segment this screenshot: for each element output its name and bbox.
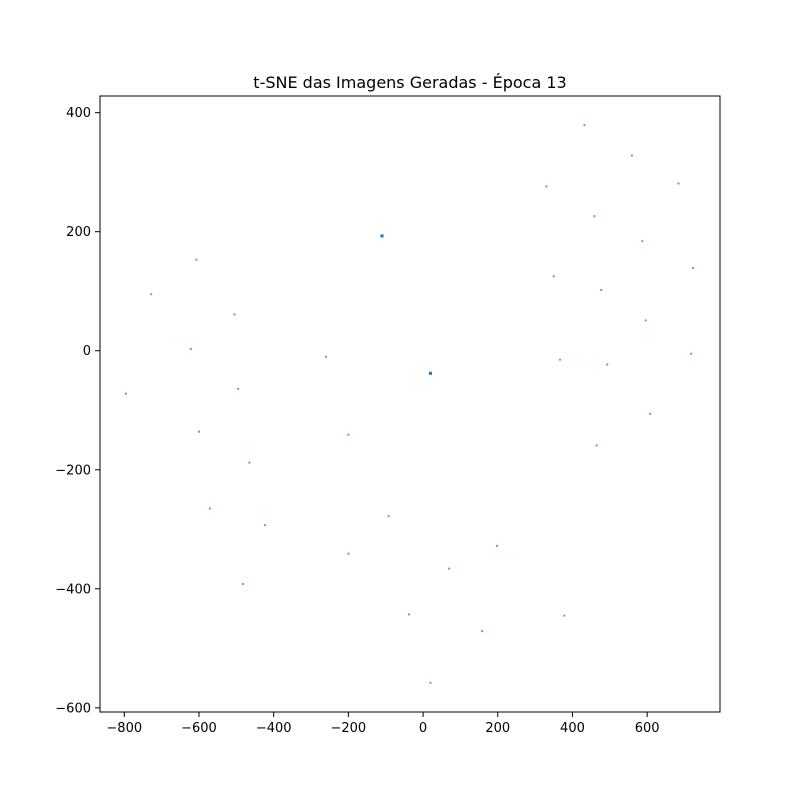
x-tick-label: 400 bbox=[560, 721, 585, 736]
scatter-point bbox=[641, 240, 644, 243]
scatter-point bbox=[429, 371, 432, 375]
x-tick-label: −800 bbox=[106, 721, 142, 736]
scatter-point bbox=[347, 552, 350, 555]
scatter-point bbox=[448, 567, 451, 570]
scatter-point bbox=[552, 275, 555, 278]
scatter-point bbox=[690, 352, 693, 355]
scatter-point bbox=[545, 185, 548, 188]
x-tick-label: −600 bbox=[181, 721, 217, 736]
scatter-point bbox=[593, 215, 596, 218]
y-tick-label: 200 bbox=[66, 225, 91, 240]
scatter-point bbox=[644, 319, 647, 322]
scatter-point bbox=[242, 583, 244, 585]
scatter-point bbox=[195, 258, 198, 261]
scatter-point bbox=[630, 154, 633, 157]
plot-area-frame bbox=[99, 95, 721, 713]
y-tick-label: −600 bbox=[55, 701, 91, 716]
scatter-point bbox=[237, 387, 240, 390]
scatter-point bbox=[124, 392, 127, 395]
x-tick-label: −200 bbox=[331, 721, 367, 736]
x-axis: −800 −600 −400 −200 0 200 400 600 bbox=[106, 712, 660, 736]
scatter-point bbox=[559, 358, 562, 361]
scatter-point bbox=[692, 267, 695, 269]
scatter-point bbox=[649, 412, 652, 415]
y-tick-label: −400 bbox=[55, 582, 91, 597]
x-tick-label: 600 bbox=[635, 721, 660, 736]
scatter-point bbox=[407, 613, 410, 616]
y-tick-label: 0 bbox=[83, 344, 91, 359]
scatter-point bbox=[583, 124, 586, 127]
scatter-point bbox=[150, 293, 153, 296]
scatter-point bbox=[325, 355, 327, 358]
scatter-point bbox=[387, 515, 390, 518]
scatter-point bbox=[198, 430, 200, 433]
chart-title: t-SNE das Imagens Geradas - Época 13 bbox=[253, 73, 566, 92]
x-tick-label: −400 bbox=[256, 721, 292, 736]
scatter-point bbox=[347, 433, 350, 436]
scatter-point bbox=[563, 614, 566, 617]
x-tick-label: 200 bbox=[485, 721, 510, 736]
scatter-point bbox=[600, 289, 603, 291]
scatter-point bbox=[606, 363, 609, 366]
scatter-point bbox=[264, 524, 267, 527]
scatter-point bbox=[677, 182, 680, 185]
scatter-point bbox=[481, 630, 484, 633]
y-axis: −600 −400 −200 0 200 400 bbox=[55, 106, 100, 716]
points-layer bbox=[124, 124, 695, 684]
scatter-point bbox=[595, 444, 598, 447]
scatter-point bbox=[496, 544, 498, 547]
scatter-point bbox=[429, 681, 432, 684]
y-tick-label: −200 bbox=[55, 463, 91, 478]
scatter-point bbox=[208, 507, 211, 510]
scatter-point bbox=[189, 347, 192, 350]
scatter-point bbox=[248, 461, 251, 464]
y-tick-label: 400 bbox=[66, 106, 91, 121]
x-tick-label: 0 bbox=[419, 721, 427, 736]
scatter-point bbox=[380, 234, 384, 238]
scatter-point bbox=[233, 313, 236, 316]
